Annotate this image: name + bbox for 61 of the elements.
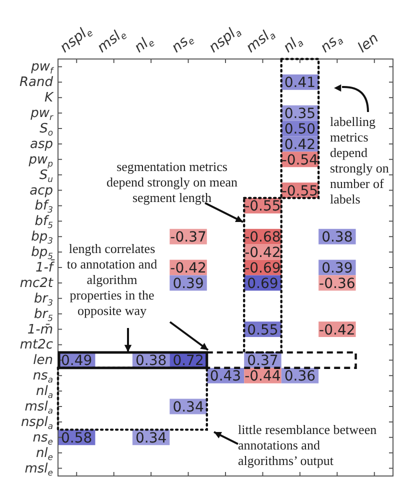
data-label: -0.68 xyxy=(244,230,281,246)
y-tick-label: pw$_{f}$ xyxy=(30,60,56,76)
data-label: 0.55 xyxy=(247,322,278,338)
y-tick-label: bp$_{5}$ xyxy=(31,245,53,262)
data-label: 0.69 xyxy=(247,276,278,292)
data-label: 0.34 xyxy=(172,400,204,416)
data-label: 0.36 xyxy=(284,368,316,385)
data-label: -0.55 xyxy=(282,183,318,200)
y-tick-label: ns$_{a}$ xyxy=(32,368,53,385)
y-tick-label: K xyxy=(44,90,54,106)
data-label: 0.41 xyxy=(284,75,316,92)
data-label: -0.55 xyxy=(244,198,281,215)
data-label: 0.38 xyxy=(322,230,353,246)
y-tick-label: ns$_{e}$ xyxy=(32,430,53,446)
data-label: 0.34 xyxy=(135,430,167,446)
data-label: 0.37 xyxy=(247,353,278,370)
data-label: 0.72 xyxy=(172,353,204,370)
data-label: 0.42 xyxy=(284,136,316,153)
y-tick-label: S$_{o}$ xyxy=(40,122,53,138)
y-tick-label: bf$_{3}$ xyxy=(34,198,53,215)
y-tick-label: 1-m̄ xyxy=(27,322,53,338)
annotation: labelling metrics depend strongly on number of labels xyxy=(330,114,390,206)
annotation: little resemblance between annotations and algorithms’ output xyxy=(238,422,378,468)
data-label: 0.39 xyxy=(172,276,204,292)
data-label: -0.44 xyxy=(244,368,281,385)
y-tick-label: pw$_{p}$ xyxy=(28,152,53,168)
y-tick-label: S$_{u}$ xyxy=(39,168,53,184)
data-label: 0.43 xyxy=(210,368,242,385)
x-tick-label: len xyxy=(355,30,382,56)
data-label: 0.49 xyxy=(61,353,92,370)
data-label: -0.36 xyxy=(319,276,356,292)
data-label: -0.54 xyxy=(282,152,318,168)
y-tick-label: nspl$_{a}$ xyxy=(20,414,53,431)
data-label: 0.58 xyxy=(61,430,92,446)
y-tick-label: bp$_{3}$ xyxy=(31,230,53,246)
annotation: length correlates to annotation and algorithm properties in the opposite way xyxy=(66,241,158,318)
data-label: -0.42 xyxy=(170,260,206,276)
data-label: 0.50 xyxy=(284,122,316,138)
data-label: -0.42 xyxy=(319,322,356,338)
y-tick-label: Rand xyxy=(20,75,54,90)
y-tick-label: len xyxy=(33,353,53,368)
y-tick-label: bf$_{5}$ xyxy=(34,214,53,230)
data-label: -0.37 xyxy=(170,230,206,246)
y-tick-label: 1-f̄ xyxy=(35,259,56,276)
data-label: -0.42 xyxy=(244,245,281,262)
y-tick-label: nl$_{e}$ xyxy=(36,446,53,462)
y-tick-label: nl$_{a}$ xyxy=(36,384,53,400)
data-label: -0.69 xyxy=(244,260,281,276)
data-label: 0.38 xyxy=(135,353,167,370)
y-tick-label: acp xyxy=(30,183,53,198)
data-label: 0.35 xyxy=(284,106,316,122)
y-tick-label: msl$_{e}$ xyxy=(24,461,53,478)
y-tick-label: mc2t xyxy=(20,276,54,291)
y-tick-label: pw$_{r}$ xyxy=(30,106,54,122)
annotation: segmentation metrics depend strongly on mean segment length xyxy=(106,159,238,205)
y-tick-label: br$_{5}$ xyxy=(34,306,53,323)
data-label: 0.39 xyxy=(322,260,353,276)
y-tick-label: asp xyxy=(30,136,53,152)
y-tick-label: msl$_{a}$ xyxy=(24,400,53,416)
y-tick-label: br$_{3}$ xyxy=(34,291,53,308)
y-tick-label: mt2c xyxy=(20,338,53,353)
